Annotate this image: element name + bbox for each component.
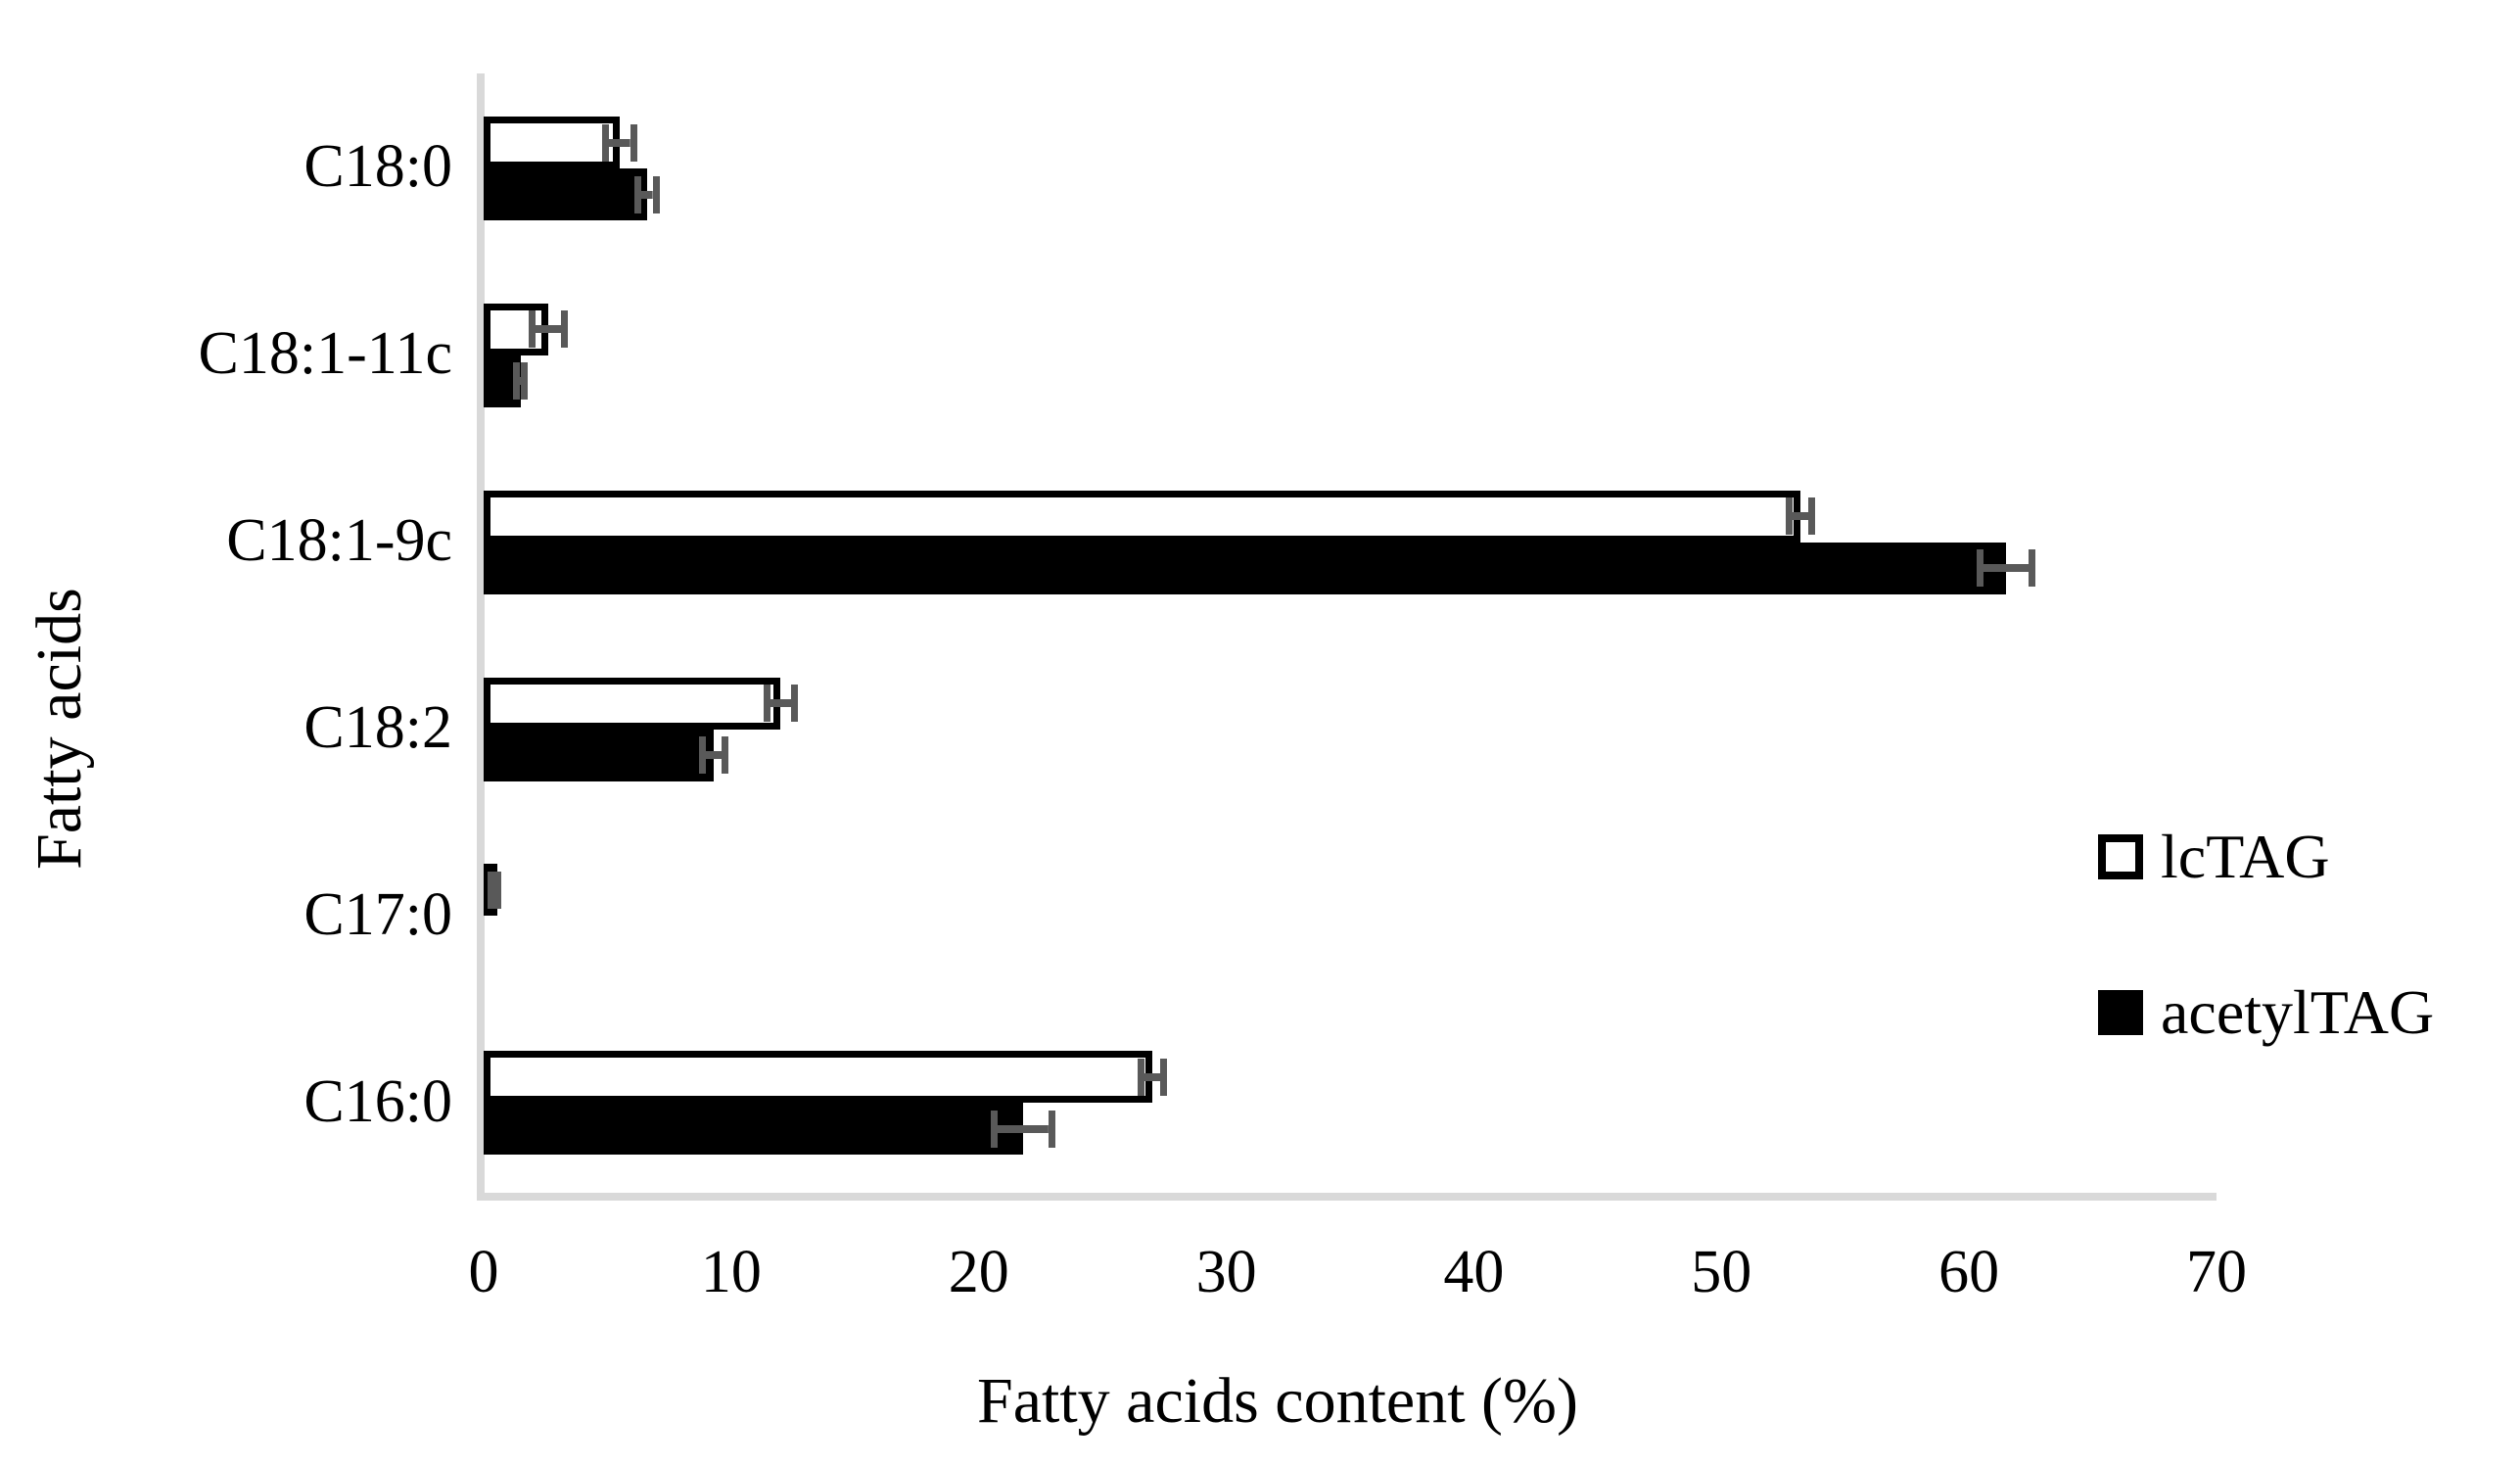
plot-area <box>484 73 2217 1195</box>
error-bar-lctag-c18:0 <box>602 123 637 162</box>
bar-acetyltag-c18:1-9c <box>484 542 2007 594</box>
y-axis-line <box>477 73 485 1201</box>
category-label-c18:1-9c: C18:1-9c <box>226 507 452 575</box>
x-tick-label-0: 0 <box>468 1239 499 1305</box>
x-tick-label-70: 70 <box>2186 1239 2247 1305</box>
legend-label-acetyltag: acetylTAG <box>2161 977 2435 1047</box>
y-axis-title: Fatty acids <box>23 588 95 870</box>
band-c17:0 <box>484 821 2217 1008</box>
x-tick-label-30: 30 <box>1195 1239 1257 1305</box>
x-axis-line <box>477 1193 2217 1201</box>
legend-swatch-lctag <box>2098 834 2143 879</box>
error-bar-lctag-c18:2 <box>763 685 799 722</box>
band-c18:1-11c <box>484 260 2217 448</box>
category-label-c18:0: C18:0 <box>303 133 452 201</box>
error-bar-acetyltag-c16:0 <box>991 1110 1056 1148</box>
legend-item-lctag: lcTAG <box>2098 826 2434 888</box>
legend-label-lctag: lcTAG <box>2161 822 2330 891</box>
bar-acetyltag-c16:0 <box>484 1103 1024 1156</box>
error-bar-lctag-c17:0 <box>487 871 501 909</box>
error-bar-lctag-c18:1-9c <box>1786 497 1816 536</box>
error-bar-acetyltag-c18:0 <box>634 175 660 213</box>
bar-lctag-c18:1-9c <box>484 490 1801 543</box>
error-bar-acetyltag-c18:1-9c <box>1976 549 2036 588</box>
category-label-c18:1-11c: C18:1-11c <box>198 320 452 388</box>
category-label-c16:0: C16:0 <box>303 1067 452 1135</box>
band-c18:2 <box>484 635 2217 822</box>
bar-acetyltag-c18:0 <box>484 168 647 220</box>
error-bar-lctag-c18:1-11c <box>528 310 568 349</box>
band-c18:0 <box>484 73 2217 260</box>
legend-item-acetyltag: acetylTAG <box>2098 981 2434 1044</box>
category-axis-labels: C18:0 C18:1-11c C18:1-9c C18:2 C17:0 C16:0 <box>0 73 452 1195</box>
error-bar-lctag-c16:0 <box>1137 1058 1167 1096</box>
x-tick-label-20: 20 <box>948 1239 1009 1305</box>
category-label-c18:2: C18:2 <box>303 693 452 761</box>
x-tick-label-10: 10 <box>700 1239 762 1305</box>
band-c18:1-9c <box>484 448 2217 635</box>
legend-swatch-acetyltag <box>2098 990 2143 1035</box>
error-bar-acetyltag-c18:1-11c <box>513 362 529 401</box>
x-axis-ticks: 0 10 20 30 40 50 60 70 <box>469 1239 2248 1320</box>
category-label-c17:0: C17:0 <box>303 880 452 948</box>
bar-lctag-c18:2 <box>484 677 781 730</box>
error-bar-acetyltag-c18:2 <box>698 736 729 774</box>
bar-acetyltag-c18:2 <box>484 729 715 781</box>
x-tick-label-40: 40 <box>1443 1239 1505 1305</box>
x-tick-label-60: 60 <box>1938 1239 2000 1305</box>
legend: lcTAG acetylTAG <box>2098 826 2434 1044</box>
x-tick-label-50: 50 <box>1691 1239 1752 1305</box>
x-axis-title: Fatty acids content (%) <box>977 1365 1578 1437</box>
bar-lctag-c16:0 <box>484 1051 1152 1104</box>
band-c16:0 <box>484 1008 2217 1195</box>
bar-lctag-c18:0 <box>484 117 621 168</box>
